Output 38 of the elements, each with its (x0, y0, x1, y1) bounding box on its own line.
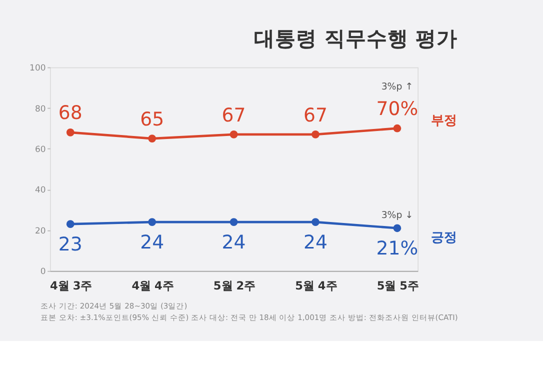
data-label: 67 (222, 105, 246, 126)
chart-title: 대통령 직무수행 평가 (254, 26, 458, 51)
y-tick-label: 80 (34, 103, 46, 114)
point (312, 218, 320, 226)
x-tick-label: 4월 4주 (132, 279, 174, 292)
data-label: 68 (58, 103, 82, 124)
point (393, 224, 402, 232)
point (230, 218, 238, 226)
data-label: 24 (304, 232, 328, 254)
y-tick-label: 40 (34, 184, 46, 195)
data-label: 24 (222, 232, 246, 254)
data-label: 65 (140, 109, 164, 130)
point (312, 130, 320, 138)
y-tick-label: 0 (40, 266, 46, 276)
point (230, 130, 238, 138)
data-label: 23 (58, 234, 82, 256)
text: 긍정 (431, 230, 458, 246)
point (66, 128, 74, 136)
data-label: 21% (376, 238, 418, 260)
text: 조사 기간: 2024년 5월 28~30일 (3일간) (40, 302, 188, 311)
point (66, 220, 74, 228)
point (393, 124, 402, 132)
x-tick-label: 5월 5주 (376, 279, 418, 292)
x-tick-label: 5월 4주 (295, 279, 337, 292)
annotation: 3%p ↓ (381, 210, 414, 221)
data-label: 67 (304, 105, 328, 126)
x-tick-label: 4월 3주 (50, 279, 92, 292)
annotation: 3%p ↑ (381, 82, 414, 93)
y-tick-label: 20 (34, 225, 46, 236)
text: 표본 오차: ±3.1%포인트(95% 신뢰 수준) 조사 대상: 전국 만 18세 이상 1,001명 조사 방법: 전화조사원 인터뷰(CATI) (40, 312, 458, 322)
x-tick-label: 5월 2주 (213, 279, 256, 292)
data-label: 24 (140, 232, 164, 254)
point (148, 134, 156, 142)
y-tick-label: 100 (30, 62, 46, 73)
data-label: 70% (376, 99, 418, 120)
y-tick-label: 60 (34, 144, 46, 154)
point (148, 218, 156, 226)
text: 부정 (431, 114, 458, 129)
